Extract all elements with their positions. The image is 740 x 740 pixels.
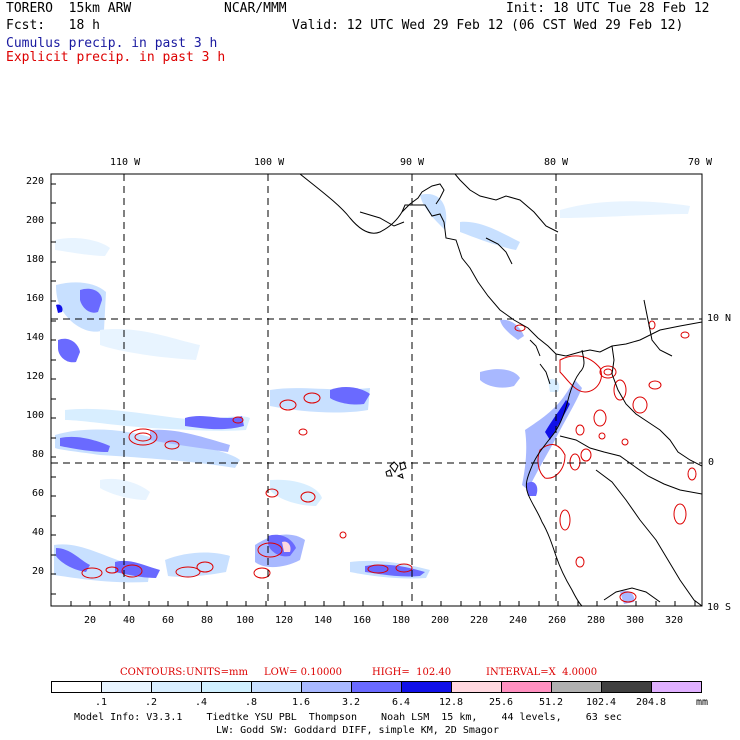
- lat-label-10s: 10 S: [707, 602, 732, 613]
- lon-label-90w: 90 W: [400, 157, 425, 168]
- x-tick-label: 120: [275, 615, 294, 626]
- colorbar-label: 51.2: [538, 697, 564, 708]
- colorbar-swatch: [451, 681, 502, 693]
- y-tick-label: 100: [26, 410, 45, 421]
- colorbar-swatch: [551, 681, 602, 693]
- lat-lon-grid: [51, 174, 702, 606]
- x-tick-label: 60: [162, 615, 175, 626]
- x-tick-label: 300: [626, 615, 645, 626]
- lat-label-10n: 10 N: [707, 313, 732, 324]
- coastlines: [299, 174, 702, 606]
- x-tick-label: 100: [236, 615, 255, 626]
- contours-low: LOW= 0.10000: [264, 667, 343, 678]
- x-tick-label: 20: [84, 615, 97, 626]
- colorbar-unit: mm: [696, 697, 709, 708]
- colorbar-label: 6.4: [391, 697, 411, 708]
- colorbar-label: .8: [244, 697, 258, 708]
- colorbar-swatch: [601, 681, 652, 693]
- y-tick-label: 220: [26, 176, 45, 187]
- y-tick-label: 20: [32, 566, 45, 577]
- x-tick-label: 200: [431, 615, 450, 626]
- colorbar-swatch: [201, 681, 252, 693]
- lon-label-110w: 110 W: [110, 157, 141, 168]
- colorbar-swatch: [651, 681, 702, 693]
- x-tick-label: 260: [548, 615, 567, 626]
- y-tick-label: 40: [32, 527, 45, 538]
- y-tick-label: 140: [26, 332, 45, 343]
- contours-interval: INTERVAL=X 4.0000: [486, 667, 598, 678]
- x-tick-label: 160: [353, 615, 372, 626]
- colorbar-label: 3.2: [341, 697, 361, 708]
- colorbar-label: 102.4: [585, 697, 617, 708]
- y-tick-label: 200: [26, 215, 45, 226]
- colorbar-swatch: [101, 681, 152, 693]
- y-tick-label: 80: [32, 449, 45, 460]
- colorbar-swatch: [301, 681, 352, 693]
- explicit-legend-label: Explicit precip. in past 3 h: [6, 50, 226, 65]
- colorbar-swatch: [151, 681, 202, 693]
- y-tick-label: 160: [26, 293, 45, 304]
- y-tick-label: 180: [26, 254, 45, 265]
- galapagos-islands: [385, 461, 407, 479]
- colorbar-label: 25.6: [488, 697, 514, 708]
- x-tick-label: 220: [470, 615, 489, 626]
- y-tick-label: 60: [32, 488, 45, 499]
- colorbar-swatch: [51, 681, 102, 693]
- cumulus-precip-areas: [54, 194, 690, 604]
- model-title: TORERO 15km ARW: [6, 1, 132, 16]
- organization-label: NCAR/MMM: [224, 1, 287, 16]
- forecast-hour: Fcst: 18 h: [6, 18, 100, 33]
- colorbar-label: .4: [194, 697, 208, 708]
- model-physics: LW: Godd SW: Goddard DIFF, simple KM, 2D…: [216, 725, 499, 736]
- colorbar-label: .1: [94, 697, 108, 708]
- colorbar-label: .2: [144, 697, 158, 708]
- lon-label-100w: 100 W: [254, 157, 285, 168]
- x-tick-label: 140: [314, 615, 333, 626]
- x-tick-label: 320: [665, 615, 684, 626]
- contours-high: HIGH= 102.40: [372, 667, 452, 678]
- colorbar-swatch: [501, 681, 552, 693]
- contours-label: CONTOURS:: [120, 667, 186, 678]
- lon-label-80w: 80 W: [544, 157, 569, 168]
- axis-ticks: [51, 183, 696, 606]
- x-tick-label: 80: [201, 615, 214, 626]
- explicit-precip-contours: [81, 320, 697, 603]
- x-tick-label: 180: [392, 615, 411, 626]
- lon-label-70w: 70 W: [688, 157, 713, 168]
- init-time: Init: 18 UTC Tue 28 Feb 12: [506, 1, 710, 16]
- colorbar-label: 204.8: [635, 697, 667, 708]
- cumulus-legend-label: Cumulus precip. in past 3 h: [6, 36, 218, 51]
- y-tick-label: 120: [26, 371, 45, 382]
- colorbar-swatch: [251, 681, 302, 693]
- colorbar-swatch: [401, 681, 452, 693]
- colorbar-swatch: [351, 681, 402, 693]
- x-tick-label: 40: [123, 615, 136, 626]
- valid-time: Valid: 12 UTC Wed 29 Feb 12 (06 CST Wed …: [292, 18, 684, 33]
- colorbar-label: 1.6: [291, 697, 311, 708]
- contours-units: UNITS=mm: [186, 667, 248, 678]
- colorbar-label: 12.8: [438, 697, 464, 708]
- x-tick-label: 240: [509, 615, 528, 626]
- x-tick-label: 280: [587, 615, 606, 626]
- map-frame: [50, 173, 703, 607]
- model-info: Model Info: V3.3.1 Tiedtke YSU PBL Thomp…: [74, 712, 622, 723]
- lat-label-0: 0: [708, 457, 715, 468]
